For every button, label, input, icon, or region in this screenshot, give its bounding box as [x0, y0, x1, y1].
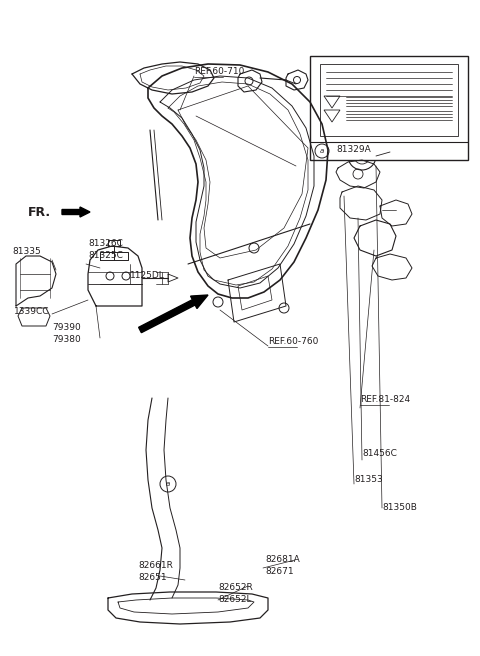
Text: REF.60-710: REF.60-710 — [194, 68, 244, 77]
Text: 81350B: 81350B — [382, 504, 417, 512]
Text: 81335: 81335 — [12, 247, 41, 256]
Text: 82651: 82651 — [138, 573, 167, 583]
Text: 82652R: 82652R — [218, 583, 253, 592]
Text: 82681A: 82681A — [265, 556, 300, 565]
Text: 1125DL: 1125DL — [130, 272, 165, 281]
Text: 79390: 79390 — [52, 323, 81, 333]
Text: 81325C: 81325C — [88, 251, 123, 260]
Text: REF.81-824: REF.81-824 — [360, 396, 410, 405]
Text: REF.60-760: REF.60-760 — [268, 337, 318, 346]
Text: 82652L: 82652L — [218, 596, 252, 604]
Text: 81329A: 81329A — [336, 146, 371, 155]
Text: 81353: 81353 — [354, 476, 383, 485]
Text: 82661R: 82661R — [138, 562, 173, 571]
Text: 1339CC: 1339CC — [14, 308, 49, 316]
Text: a: a — [320, 148, 324, 154]
Text: 82671: 82671 — [265, 567, 294, 577]
Text: 81456C: 81456C — [362, 449, 397, 459]
Text: a: a — [166, 481, 170, 487]
FancyArrow shape — [62, 207, 90, 217]
FancyArrow shape — [139, 295, 208, 333]
Text: 79380: 79380 — [52, 335, 81, 344]
Text: FR.: FR. — [28, 205, 51, 218]
FancyBboxPatch shape — [320, 64, 458, 136]
FancyBboxPatch shape — [310, 56, 468, 160]
Text: 81326C: 81326C — [88, 239, 123, 249]
